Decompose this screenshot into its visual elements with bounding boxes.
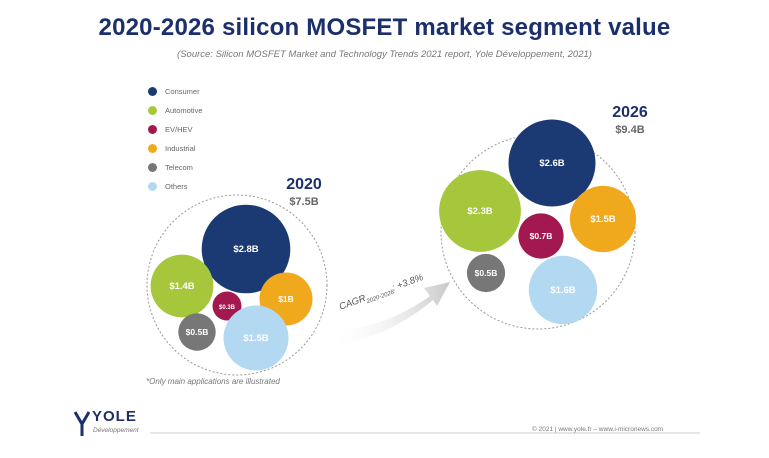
legend-item: Consumer bbox=[148, 82, 203, 101]
bubble-value-label: $1.5B bbox=[243, 333, 268, 344]
panel-outline-2020 bbox=[146, 194, 328, 376]
legend-item: EV/HEV bbox=[148, 120, 203, 139]
total-label-2026: $9.4B bbox=[615, 124, 645, 136]
year-label-2026: 2026 bbox=[612, 104, 648, 121]
legend-swatch bbox=[148, 106, 157, 115]
bubble-consumer-2026 bbox=[508, 119, 596, 207]
legend-item: Industrial bbox=[148, 139, 203, 158]
bubble-value-label: $1B bbox=[278, 294, 294, 304]
cagr-arrow bbox=[330, 282, 450, 346]
legend-label: Industrial bbox=[165, 144, 196, 153]
legend-label: Others bbox=[165, 182, 188, 191]
bubble-automotive-2026 bbox=[439, 170, 521, 252]
bubble-value-label: $1.6B bbox=[550, 285, 575, 296]
legend-swatch bbox=[148, 125, 157, 134]
legend-item: Telecom bbox=[148, 158, 203, 177]
legend-item: Others bbox=[148, 177, 203, 196]
bubble-consumer-2020 bbox=[201, 204, 291, 294]
legend-label: Consumer bbox=[165, 87, 200, 96]
yole-logo-icon bbox=[73, 411, 91, 436]
chart-title: 2020-2026 silicon MOSFET market segment … bbox=[98, 14, 671, 41]
bubble-evhev-2020 bbox=[212, 291, 242, 321]
bubble-telecom-2020 bbox=[178, 313, 216, 351]
legend-swatch bbox=[148, 163, 157, 172]
bubble-industrial-2026 bbox=[569, 185, 637, 253]
bubble-value-label: $0.5B bbox=[186, 327, 209, 337]
bubble-telecom-2026 bbox=[466, 253, 506, 293]
bubble-others-2026 bbox=[528, 255, 598, 325]
legend-label: EV/HEV bbox=[165, 125, 193, 134]
bubble-value-label: $0.3B bbox=[219, 305, 236, 311]
legend: Consumer Automotive EV/HEV Industrial Teleco… bbox=[148, 82, 203, 196]
total-label-2020: $7.5B bbox=[289, 196, 319, 208]
year-label-2020: 2020 bbox=[286, 176, 322, 193]
bubble-automotive-2020 bbox=[150, 254, 214, 318]
legend-swatch bbox=[148, 87, 157, 96]
legend-swatch bbox=[148, 144, 157, 153]
legend-swatch bbox=[148, 182, 157, 191]
legend-label: Telecom bbox=[165, 163, 193, 172]
bubble-value-label: $1.4B bbox=[169, 281, 194, 292]
copyright: © 2021 | www.yole.fr – www.i-micronews.c… bbox=[532, 426, 664, 433]
logo-name: YOLE bbox=[92, 408, 137, 425]
year-block-2020: 2020 $7.5B bbox=[272, 176, 336, 208]
legend-label: Automotive bbox=[165, 106, 203, 115]
legend-item: Automotive bbox=[148, 101, 203, 120]
year-block-2026: 2026 $9.4B bbox=[598, 104, 662, 136]
bubble-value-label: $0.7B bbox=[530, 231, 553, 241]
logo-subtitle: Développement bbox=[93, 427, 139, 434]
bubble-evhev-2026 bbox=[518, 213, 564, 259]
bubble-others-2020 bbox=[223, 305, 289, 371]
bubble-value-label: $1.5B bbox=[590, 214, 615, 225]
bubble-value-label: $0.5B bbox=[475, 268, 498, 278]
bubble-value-label: $2.8B bbox=[233, 244, 258, 255]
bubble-value-label: $2.6B bbox=[539, 158, 564, 169]
bubble-value-label: $2.3B bbox=[467, 206, 492, 217]
chart-subtitle: (Source: Silicon MOSFET Market and Techn… bbox=[177, 49, 592, 60]
footnote: *Only main applications are illustrated bbox=[146, 377, 280, 386]
